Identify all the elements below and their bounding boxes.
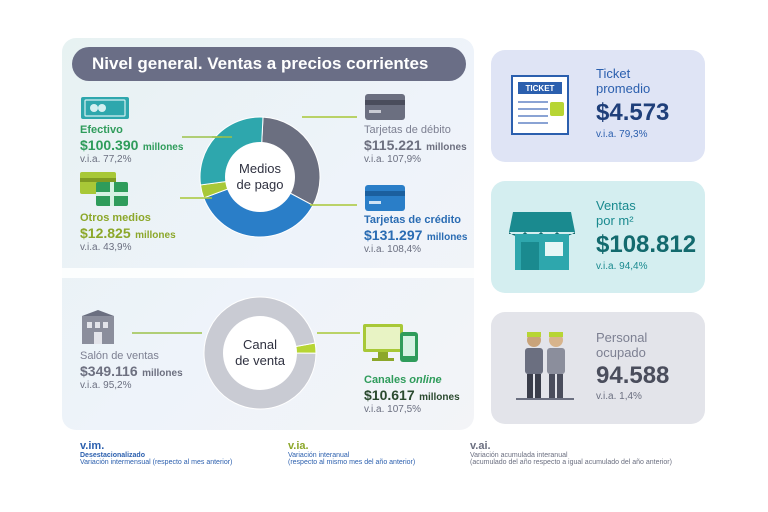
salon-value: $349.116 xyxy=(80,363,138,379)
online-value-row: $10.617 millones xyxy=(364,387,460,405)
credito-unit: millones xyxy=(426,232,468,243)
credito-value-row: $131.297 millones xyxy=(364,227,467,245)
ventas-via: v.i.a. 94,4% xyxy=(596,261,648,272)
payment-center-line2: de pago xyxy=(236,177,284,192)
credit-card-icon xyxy=(365,185,405,211)
efectivo-via: v.i.a. 77,2% xyxy=(80,154,132,165)
channel-donut xyxy=(203,296,317,410)
debito-label: Tarjetas de débito xyxy=(364,124,451,136)
store-building-icon xyxy=(82,310,114,344)
receipt-icon: TICKET xyxy=(511,75,569,135)
personal-label-line1: Personal xyxy=(596,330,648,345)
page-title: Nivel general. Ventas a precios corrient… xyxy=(72,47,466,81)
online-via: v.i.a. 107,5% xyxy=(364,404,422,415)
footer-vim: v.im. Desestacionalizado Variación inter… xyxy=(80,440,232,466)
credito-via: v.i.a. 108,4% xyxy=(364,244,422,255)
payment-donut-hole xyxy=(225,142,295,212)
salon-value-row: $349.116 millones xyxy=(80,363,183,381)
footer-vai-sub1: Variación acumulada interanual xyxy=(470,452,568,459)
channel-donut-hole xyxy=(223,316,297,390)
footer-via-title: v.ia. xyxy=(288,440,309,452)
personal-value: 94.588 xyxy=(596,362,670,389)
efectivo-value: $100.390 xyxy=(80,137,139,153)
debito-via: v.i.a. 107,9% xyxy=(364,154,422,165)
efectivo-label: Efectivo xyxy=(80,124,123,136)
footer-vai: v.ai. Variación acumulada interanual (ac… xyxy=(470,440,672,466)
storefront-icon xyxy=(509,212,575,270)
panel-divider xyxy=(62,268,474,278)
otros-unit: millones xyxy=(135,230,176,241)
personal-label-line2: ocupado xyxy=(596,345,646,360)
ventas-label-line2: por m² xyxy=(596,213,634,228)
debito-value-row: $115.221 millones xyxy=(364,137,467,155)
salon-label: Salón de ventas xyxy=(80,350,159,362)
online-unit: millones xyxy=(419,392,460,403)
debito-value: $115.221 xyxy=(364,137,422,153)
gift-card-icon xyxy=(80,172,128,206)
footer-vai-sub2: (acumulado del año respecto a igual acum… xyxy=(470,459,672,466)
footer-via-sub2: (respecto al mismo mes del año anterior) xyxy=(288,459,416,466)
payment-donut-center-label: Medios de pago xyxy=(225,161,295,193)
debit-card-icon xyxy=(365,94,405,120)
ticket-label-line2: promedio xyxy=(596,81,651,96)
footer-vim-title: v.im. xyxy=(80,440,105,452)
otros-value-row: $12.825 millones xyxy=(80,225,176,243)
channel-connectors xyxy=(132,332,360,334)
footer-vai-title: v.ai. xyxy=(470,440,491,452)
credito-value: $131.297 xyxy=(364,227,423,243)
channel-center-line1: Canal xyxy=(243,337,277,352)
salon-via: v.i.a. 95,2% xyxy=(80,380,132,391)
otros-value: $12.825 xyxy=(80,225,131,241)
staff-icon xyxy=(516,332,574,400)
ticket-label: Ticket promedio xyxy=(596,66,650,96)
online-label-pre: Canales xyxy=(364,374,407,386)
footer-via: v.ia. Variación interanual (respecto al … xyxy=(288,440,415,466)
online-label-em: online xyxy=(409,374,442,386)
efectivo-unit: millones xyxy=(142,142,184,153)
personal-label: Personal ocupado xyxy=(596,330,647,360)
ventas-label-line1: Ventas xyxy=(596,198,636,213)
ticket-via: v.i.a. 79,3% xyxy=(596,129,648,140)
otros-via: v.i.a. 43,9% xyxy=(80,242,132,253)
channel-center-line2: de venta xyxy=(235,353,285,368)
debito-unit: millones xyxy=(426,142,467,153)
receipt-icon-text: TICKET xyxy=(526,84,555,93)
salon-unit: millones xyxy=(142,368,183,379)
personal-via: v.i.a. 1,4% xyxy=(596,391,642,402)
efectivo-value-row: $100.390 millones xyxy=(80,137,183,155)
ventas-value: $108.812 xyxy=(596,231,697,258)
payment-center-line1: Medios xyxy=(239,161,281,176)
credito-label: Tarjetas de crédito xyxy=(364,214,461,226)
otros-label: Otros medios xyxy=(80,212,151,224)
footer-via-sub1: Variación interanual xyxy=(288,452,350,459)
payment-connectors xyxy=(180,116,357,206)
ticket-value: $4.573 xyxy=(596,99,670,126)
cash-icon xyxy=(81,97,129,119)
online-label: Canales online xyxy=(364,374,442,386)
footer-vim-sub2: Variación intermensual (respecto al mes … xyxy=(80,459,233,466)
ticket-label-line1: Ticket xyxy=(596,66,631,81)
channel-donut-center-label: Canal de venta xyxy=(222,337,298,369)
online-value: $10.617 xyxy=(364,387,415,403)
footer-vim-sub1: Desestacionalizado xyxy=(80,452,145,459)
ventas-label: Ventas por m² xyxy=(596,198,636,228)
devices-icon xyxy=(363,324,418,362)
